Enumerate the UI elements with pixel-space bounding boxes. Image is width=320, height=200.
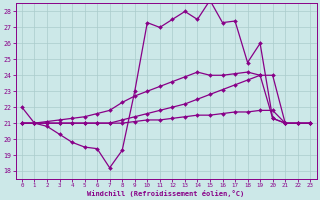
- X-axis label: Windchill (Refroidissement éolien,°C): Windchill (Refroidissement éolien,°C): [87, 190, 245, 197]
